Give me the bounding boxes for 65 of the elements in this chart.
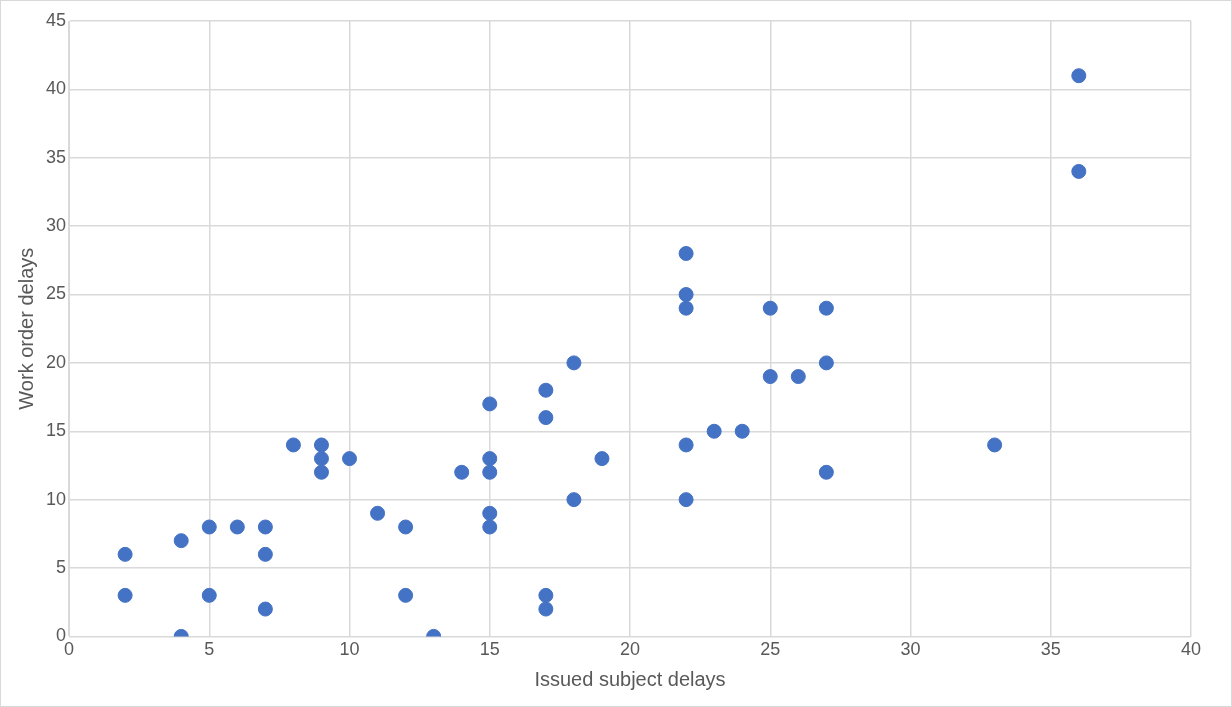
point — [1071, 163, 1087, 179]
x-tick-label: 20 — [620, 639, 641, 660]
point — [482, 505, 498, 521]
y-tick-label: 35 — [45, 146, 67, 167]
point — [818, 300, 834, 316]
point — [790, 369, 806, 385]
point — [818, 464, 834, 480]
point — [257, 546, 273, 562]
point — [117, 587, 133, 603]
point — [706, 423, 722, 439]
point — [173, 533, 189, 549]
y-tick-label: 30 — [45, 215, 67, 236]
point — [454, 464, 470, 480]
point — [1071, 68, 1087, 84]
point — [313, 451, 329, 467]
point — [538, 601, 554, 617]
point — [678, 287, 694, 303]
point — [482, 451, 498, 467]
y-tick-label: 15 — [45, 420, 67, 441]
point — [313, 464, 329, 480]
point — [201, 519, 217, 535]
point — [398, 587, 414, 603]
x-tick-label: 40 — [1180, 639, 1202, 660]
y-tick-label: 5 — [56, 556, 67, 577]
y-tick-label: 25 — [45, 283, 67, 304]
x-tick-label: 10 — [339, 639, 360, 660]
point — [257, 519, 273, 535]
point — [762, 369, 778, 385]
x-tick-label: 15 — [479, 639, 500, 660]
point — [538, 382, 554, 398]
point — [678, 492, 694, 508]
x-tick-label: 30 — [900, 639, 921, 660]
x-tick-label: 25 — [760, 639, 781, 660]
x-tick-label: 35 — [1040, 639, 1061, 660]
point — [566, 492, 582, 508]
point — [313, 437, 329, 453]
x-tick-label: 5 — [204, 639, 215, 660]
point — [734, 423, 750, 439]
point — [201, 587, 217, 603]
point — [678, 300, 694, 316]
point — [566, 355, 582, 371]
y-tick-label: 45 — [45, 9, 67, 30]
point — [229, 519, 245, 535]
point — [342, 451, 358, 467]
point — [482, 519, 498, 535]
y-tick-label: 20 — [45, 351, 67, 372]
point — [678, 245, 694, 261]
y-tick-label: 10 — [45, 488, 67, 509]
point — [285, 437, 301, 453]
point — [482, 464, 498, 480]
point — [398, 519, 414, 535]
point — [538, 587, 554, 603]
y-axis-title: Work order delays — [14, 247, 37, 410]
point — [818, 355, 834, 371]
point — [117, 546, 133, 562]
point — [987, 437, 1003, 453]
x-axis-title: Issued subject delays — [534, 667, 726, 690]
point — [370, 505, 386, 521]
point — [594, 451, 610, 467]
y-tick-label: 40 — [45, 78, 67, 99]
point — [678, 437, 694, 453]
point — [538, 410, 554, 426]
point — [257, 601, 273, 617]
point — [762, 300, 778, 316]
point — [482, 396, 498, 412]
